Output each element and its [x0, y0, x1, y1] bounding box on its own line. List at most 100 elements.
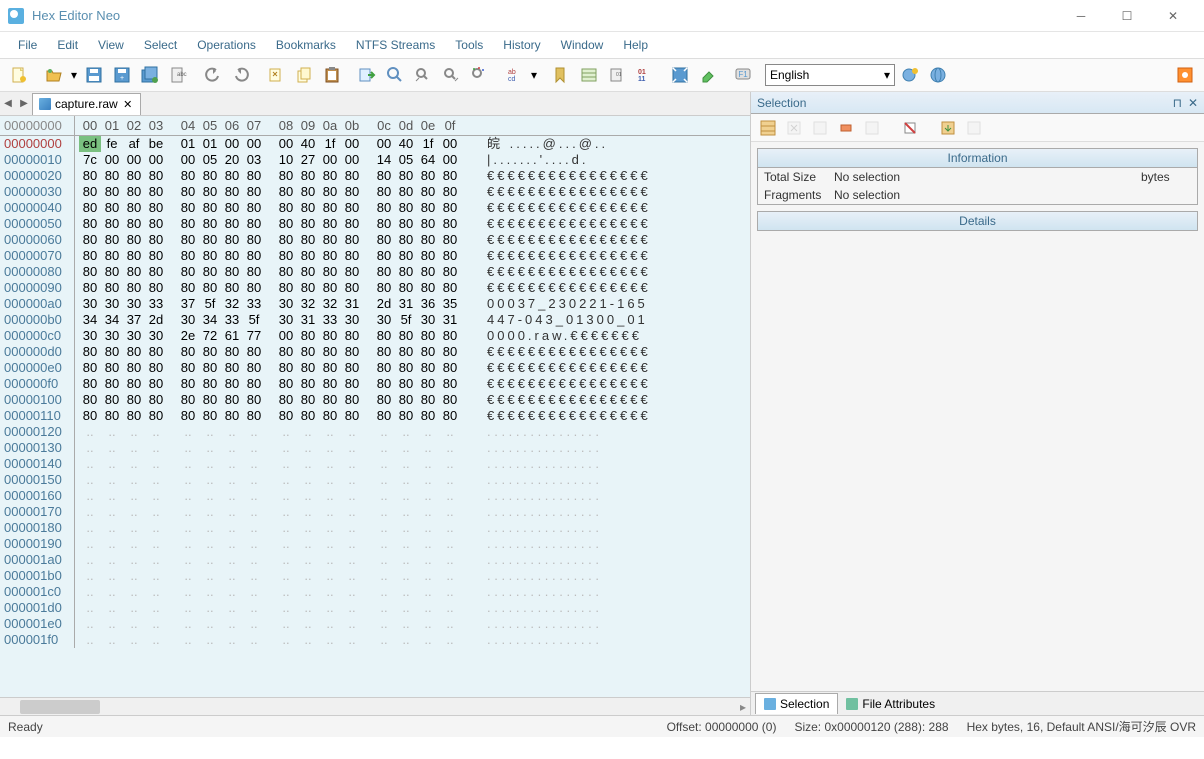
find-all-icon[interactable]	[466, 62, 492, 88]
ascii-cell[interactable]: €€€€€€€€€€€€€€€€	[483, 392, 655, 408]
ascii-cell[interactable]: €€€€€€€€€€€€€€€€	[483, 184, 655, 200]
menu-ntfs[interactable]: NTFS Streams	[346, 34, 445, 56]
undo-icon[interactable]	[200, 62, 226, 88]
globe-add-icon[interactable]	[897, 62, 923, 88]
details-header[interactable]: Details	[757, 211, 1198, 231]
hex-bytes[interactable]: ................................	[75, 568, 465, 584]
paste-icon[interactable]	[319, 62, 345, 88]
hex-bytes[interactable]: 80808080808080808080808080808080	[75, 360, 465, 376]
ascii-cell[interactable]: €€€€€€€€€€€€€€€€	[483, 232, 655, 248]
help-icon[interactable]: F1	[730, 62, 756, 88]
ascii-cell[interactable]: €€€€€€€€€€€€€€€€	[483, 264, 655, 280]
cut-icon[interactable]	[263, 62, 289, 88]
ascii-cell[interactable]: €€€€€€€€€€€€€€€€	[483, 360, 655, 376]
menu-help[interactable]: Help	[613, 34, 658, 56]
ascii-cell[interactable]: . . . . . . . . . . . . . . . .	[483, 632, 603, 648]
ascii-cell[interactable]: €€€€€€€€€€€€€€€€	[483, 168, 655, 184]
hex-row[interactable]: 000001f0................................…	[0, 632, 750, 648]
hex-bytes[interactable]: 80808080808080808080808080808080	[75, 216, 465, 232]
ascii-cell[interactable]: €€€€€€€€€€€€€€€€	[483, 200, 655, 216]
hex-bytes[interactable]: 80808080808080808080808080808080	[75, 200, 465, 216]
sel-save-icon[interactable]	[937, 117, 959, 139]
hex-row[interactable]: 000001b0................................…	[0, 568, 750, 584]
new-file-icon[interactable]	[6, 62, 32, 88]
sel-load-icon[interactable]	[963, 117, 985, 139]
tab-close-icon[interactable]: ✕	[122, 98, 134, 110]
globe-icon[interactable]	[925, 62, 951, 88]
hex-row[interactable]: 000000d080808080808080808080808080808080…	[0, 344, 750, 360]
hex-row[interactable]: 0000005080808080808080808080808080808080…	[0, 216, 750, 232]
hex-bytes[interactable]: 80808080808080808080808080808080	[75, 248, 465, 264]
sel-red-icon[interactable]	[899, 117, 921, 139]
ascii-cell[interactable]: . . . . . . . . . . . . . . . .	[483, 424, 603, 440]
menu-operations[interactable]: Operations	[187, 34, 266, 56]
language-selector[interactable]: English▾	[765, 64, 895, 86]
close-button[interactable]: ✕	[1150, 1, 1196, 31]
menu-history[interactable]: History	[493, 34, 550, 56]
copy-icon[interactable]	[291, 62, 317, 88]
sel-clear-icon[interactable]	[783, 117, 805, 139]
hex-bytes[interactable]: 80808080808080808080808080808080	[75, 376, 465, 392]
hex-bytes[interactable]: 80808080808080808080808080808080	[75, 392, 465, 408]
bookmark-icon[interactable]	[548, 62, 574, 88]
ascii-cell[interactable]: . . . . . . . . . . . . . . . .	[483, 616, 603, 632]
hex-row[interactable]: 0000002080808080808080808080808080808080…	[0, 168, 750, 184]
ascii-cell[interactable]: |.......'....d.	[483, 152, 592, 168]
find-next-icon[interactable]	[438, 62, 464, 88]
hex-row[interactable]: 0000008080808080808080808080808080808080…	[0, 264, 750, 280]
goto-icon[interactable]	[354, 62, 380, 88]
ascii-cell[interactable]: . . . . . . . . . . . . . . . .	[483, 440, 603, 456]
hex-row[interactable]: 00000170................................…	[0, 504, 750, 520]
hex-row[interactable]: 000001d0................................…	[0, 600, 750, 616]
replace-dropdown-icon[interactable]: ▾	[529, 68, 539, 82]
hex-bytes[interactable]: ................................	[75, 616, 465, 632]
hex-bytes[interactable]: edfeafbe0101000000401f0000401f00	[75, 136, 465, 152]
hex-bytes[interactable]: 80808080808080808080808080808080	[75, 408, 465, 424]
hex-bytes[interactable]: ................................	[75, 424, 465, 440]
ascii-cell[interactable]: . . . . . . . . . . . . . . . .	[483, 600, 603, 616]
menu-edit[interactable]: Edit	[47, 34, 88, 56]
hex-bytes[interactable]: 30303033375f3233303232312d313635	[75, 296, 465, 312]
hex-bytes[interactable]: 7c000000000520031027000014056400	[75, 152, 465, 168]
hex-row[interactable]: 0000004080808080808080808080808080808080…	[0, 200, 750, 216]
open-file-icon[interactable]	[41, 62, 67, 88]
inspector-icon[interactable]: 01	[604, 62, 630, 88]
struct-icon[interactable]	[576, 62, 602, 88]
menu-tools[interactable]: Tools	[445, 34, 493, 56]
hex-row[interactable]: 00000120................................…	[0, 424, 750, 440]
find-prev-icon[interactable]	[410, 62, 436, 88]
hex-bytes[interactable]: ................................	[75, 536, 465, 552]
hex-bytes[interactable]: 80808080808080808080808080808080	[75, 184, 465, 200]
menu-select[interactable]: Select	[134, 34, 187, 56]
ascii-cell[interactable]: 00037_230221-165	[483, 296, 652, 312]
ascii-cell[interactable]: €€€€€€€€€€€€€€€€	[483, 376, 655, 392]
open-dropdown-icon[interactable]: ▾	[69, 68, 79, 82]
hex-bytes[interactable]: ................................	[75, 504, 465, 520]
hex-bytes[interactable]: 80808080808080808080808080808080	[75, 168, 465, 184]
ascii-cell[interactable]: €€€€€€€€€€€€€€€€	[483, 344, 655, 360]
tab-prev-icon[interactable]: ◀	[0, 94, 16, 114]
ascii-cell[interactable]: €€€€€€€€€€€€€€€€	[483, 408, 655, 424]
hex-row[interactable]: 0000010080808080808080808080808080808080…	[0, 392, 750, 408]
hex-row[interactable]: 00000150................................…	[0, 472, 750, 488]
save-all-icon[interactable]	[137, 62, 163, 88]
ascii-cell[interactable]: . . . . . . . . . . . . . . . .	[483, 552, 603, 568]
settings-icon[interactable]	[1172, 62, 1198, 88]
menu-bookmarks[interactable]: Bookmarks	[266, 34, 346, 56]
hex-bytes[interactable]: ................................	[75, 584, 465, 600]
hex-bytes[interactable]: 80808080808080808080808080808080	[75, 232, 465, 248]
hex-bytes[interactable]: 3434372d3034335f30313330305f3031	[75, 312, 465, 328]
hex-row[interactable]: 0000003080808080808080808080808080808080…	[0, 184, 750, 200]
hex-bytes[interactable]: ................................	[75, 632, 465, 648]
tab-next-icon[interactable]: ▶	[16, 94, 32, 114]
hex-row[interactable]: 00000130................................…	[0, 440, 750, 456]
sel-sub-icon[interactable]	[809, 117, 831, 139]
sel-range-icon[interactable]	[835, 117, 857, 139]
ascii-cell[interactable]: . . . . . . . . . . . . . . . .	[483, 536, 603, 552]
hex-row[interactable]: 000001c0................................…	[0, 584, 750, 600]
hex-body[interactable]: 00000000edfeafbe0101000000401f0000401f00…	[0, 136, 750, 697]
hex-row[interactable]: 00000160................................…	[0, 488, 750, 504]
ascii-cell[interactable]: 皖 .....@...@..	[483, 136, 612, 152]
ascii-cell[interactable]: 0000.raw.€€€€€€€	[483, 328, 646, 344]
hex-row[interactable]: 0000009080808080808080808080808080808080…	[0, 280, 750, 296]
